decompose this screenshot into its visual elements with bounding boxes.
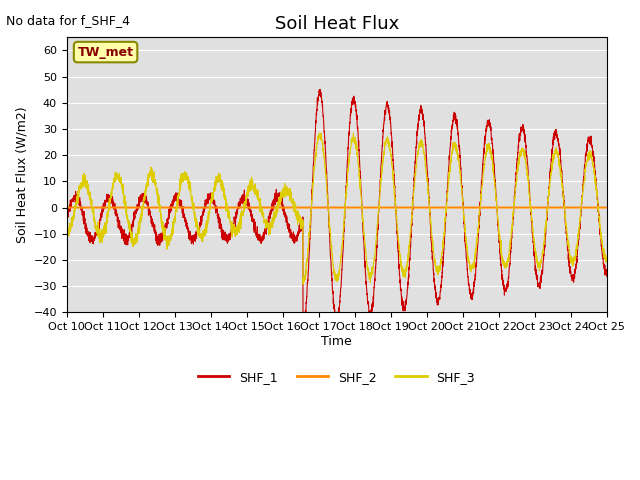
- SHF_2: [214, 204, 221, 210]
- SHF_3: [63, 227, 70, 232]
- SHF_2: [63, 204, 70, 210]
- SHF_3: [603, 256, 611, 262]
- SHF_1: [390, 163, 397, 168]
- SHF_2: [179, 204, 186, 210]
- SHF_1: [399, 305, 407, 311]
- SHF_1: [214, 212, 221, 217]
- Text: TW_met: TW_met: [77, 46, 134, 59]
- SHF_3: [399, 268, 407, 274]
- SHF_2: [552, 204, 559, 210]
- SHF_1: [63, 217, 70, 223]
- SHF_1: [552, 129, 559, 134]
- SHF_1: [603, 273, 611, 279]
- SHF_3: [214, 176, 221, 181]
- SHF_2: [603, 204, 611, 210]
- SHF_1: [299, 310, 307, 315]
- SHF_1: [603, 266, 611, 272]
- X-axis label: Time: Time: [321, 335, 352, 348]
- SHF_3: [552, 146, 559, 152]
- SHF_2: [389, 204, 397, 210]
- SHF_3: [300, 281, 307, 287]
- Title: Soil Heat Flux: Soil Heat Flux: [275, 15, 399, 33]
- SHF_1: [316, 87, 323, 93]
- Y-axis label: Soil Heat Flux (W/m2): Soil Heat Flux (W/m2): [15, 107, 28, 243]
- SHF_3: [390, 173, 397, 179]
- SHF_3: [179, 177, 186, 183]
- Line: SHF_3: SHF_3: [67, 133, 607, 284]
- SHF_3: [603, 258, 611, 264]
- SHF_3: [316, 130, 323, 136]
- SHF_1: [179, 207, 186, 213]
- Legend: SHF_1, SHF_2, SHF_3: SHF_1, SHF_2, SHF_3: [193, 366, 480, 389]
- Line: SHF_1: SHF_1: [67, 90, 607, 312]
- SHF_2: [602, 204, 610, 210]
- Text: No data for f_SHF_4: No data for f_SHF_4: [6, 14, 131, 27]
- SHF_2: [399, 204, 406, 210]
